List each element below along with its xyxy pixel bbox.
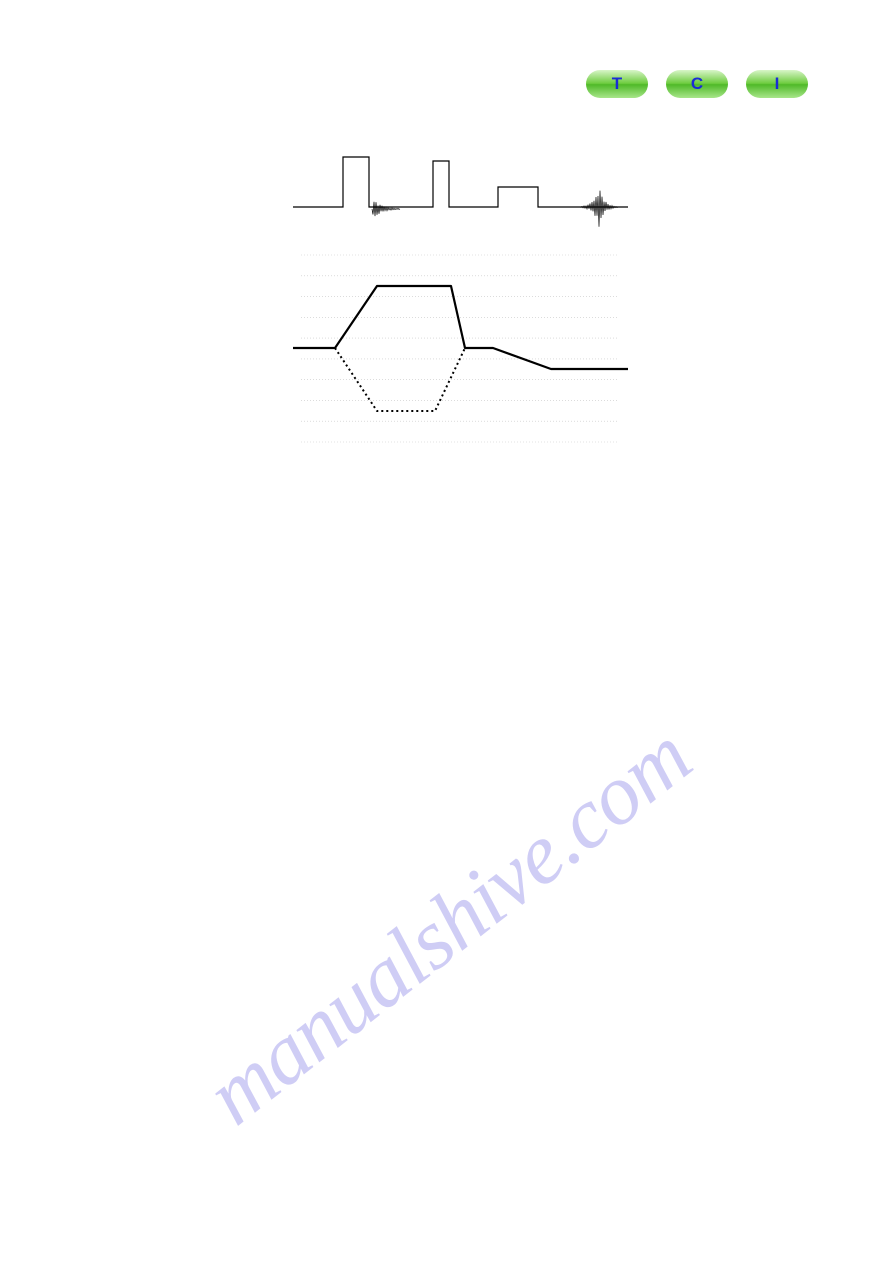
nav-button-i[interactable]: I [746, 70, 808, 98]
nav-button-row: T C I [586, 70, 808, 98]
nav-button-t[interactable]: T [586, 70, 648, 98]
pulse-sequence-diagram [293, 145, 628, 450]
nav-button-c[interactable]: C [666, 70, 728, 98]
watermark-text: manualshive.com [187, 706, 709, 1145]
